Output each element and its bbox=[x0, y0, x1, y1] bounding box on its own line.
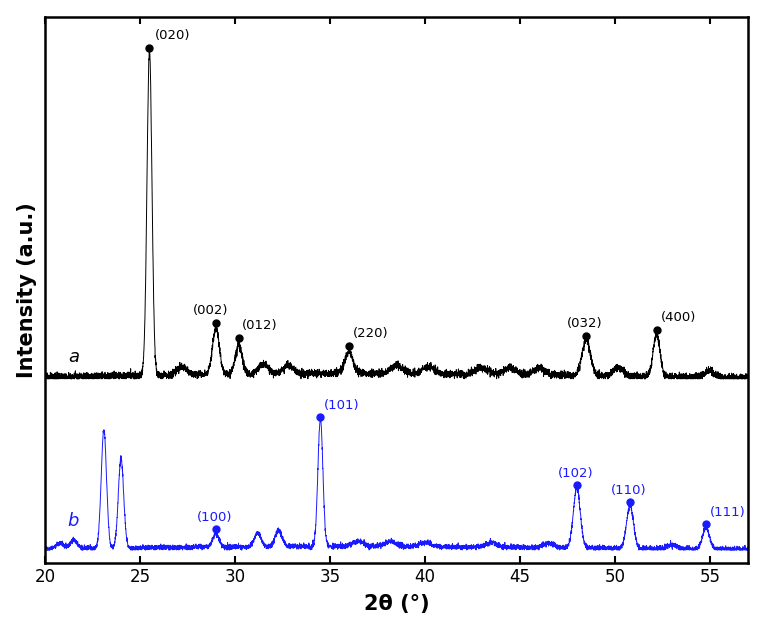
X-axis label: 2θ (°): 2θ (°) bbox=[363, 594, 429, 615]
Text: (110): (110) bbox=[611, 484, 647, 497]
Text: (102): (102) bbox=[558, 467, 594, 480]
Text: (111): (111) bbox=[710, 506, 746, 519]
Text: a: a bbox=[68, 348, 79, 365]
Text: (100): (100) bbox=[197, 511, 233, 524]
Text: (020): (020) bbox=[155, 29, 190, 42]
Text: b: b bbox=[68, 512, 79, 530]
Text: (220): (220) bbox=[353, 327, 389, 340]
Y-axis label: Intensity (a.u.): Intensity (a.u.) bbox=[17, 202, 37, 378]
Text: (101): (101) bbox=[324, 399, 360, 412]
Text: (400): (400) bbox=[660, 311, 696, 324]
Text: (002): (002) bbox=[193, 304, 229, 317]
Text: (032): (032) bbox=[568, 317, 603, 329]
Text: (012): (012) bbox=[242, 319, 277, 332]
